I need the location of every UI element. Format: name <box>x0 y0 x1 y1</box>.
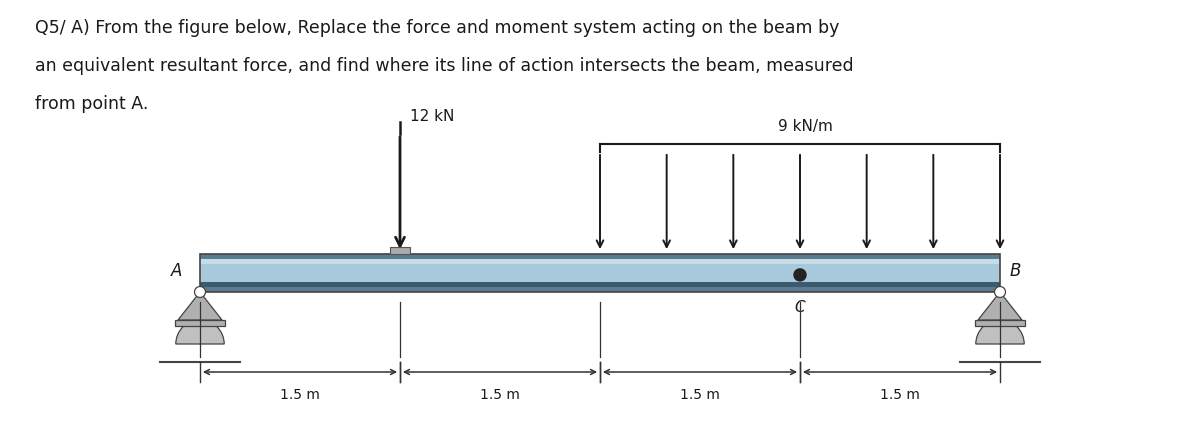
Text: B: B <box>1010 262 1021 280</box>
Polygon shape <box>178 292 222 320</box>
Wedge shape <box>976 320 1025 344</box>
Text: 9 kN/m: 9 kN/m <box>778 119 833 134</box>
Text: an equivalent resultant force, and find where its line of action intersects the : an equivalent resultant force, and find … <box>35 57 853 75</box>
Bar <box>175 320 226 326</box>
Text: 1.5 m: 1.5 m <box>880 388 920 402</box>
Polygon shape <box>978 292 1022 320</box>
Text: from point A.: from point A. <box>35 95 149 113</box>
Text: A: A <box>170 262 182 280</box>
Text: 1.5 m: 1.5 m <box>680 388 720 402</box>
Wedge shape <box>176 320 224 344</box>
Text: 1.5 m: 1.5 m <box>480 388 520 402</box>
Text: C: C <box>794 300 805 315</box>
Bar <box>200 254 1000 259</box>
Bar <box>390 247 410 254</box>
Bar <box>200 259 1000 264</box>
Circle shape <box>194 287 205 298</box>
Text: 12 kN: 12 kN <box>410 109 455 124</box>
Text: Q5/ A) From the figure below, Replace the force and moment system acting on the : Q5/ A) From the figure below, Replace th… <box>35 19 839 37</box>
Bar <box>200 282 1000 287</box>
Bar <box>200 254 1000 292</box>
Bar <box>200 287 1000 292</box>
Text: 1.5 m: 1.5 m <box>280 388 320 402</box>
Circle shape <box>995 287 1006 298</box>
Bar <box>200 264 1000 282</box>
Circle shape <box>794 269 806 281</box>
Bar <box>974 320 1025 326</box>
